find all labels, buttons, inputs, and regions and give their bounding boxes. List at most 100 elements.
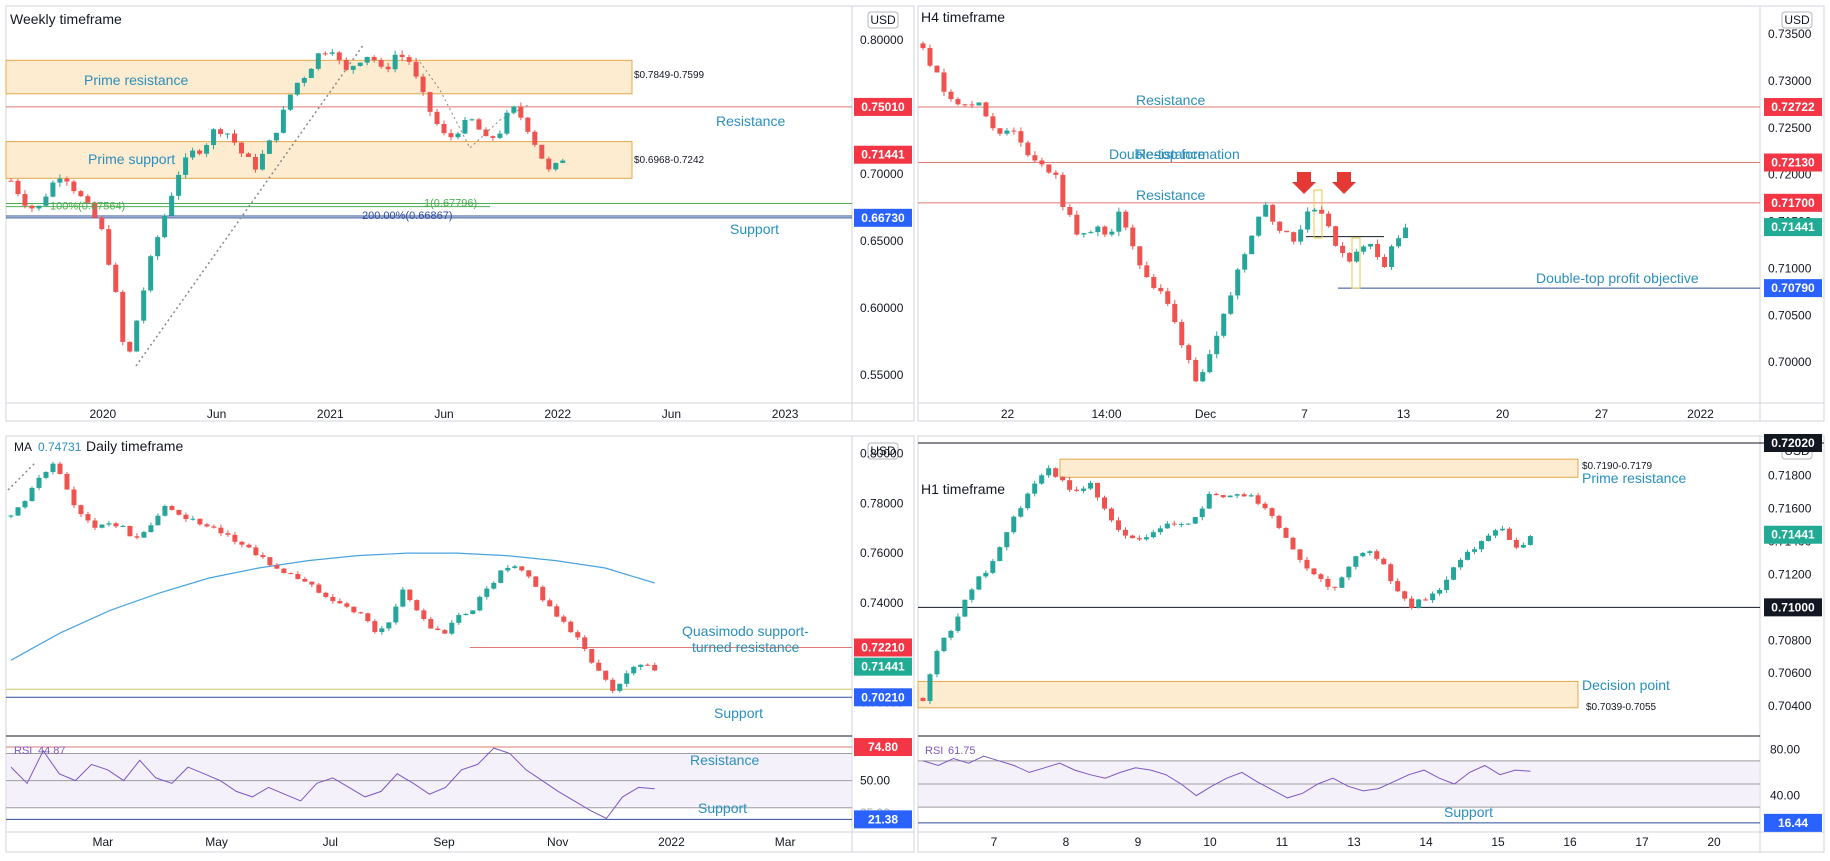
candle-body bbox=[652, 664, 658, 671]
candle-body bbox=[1186, 345, 1192, 360]
candle-body bbox=[617, 683, 623, 691]
candle-body bbox=[1018, 131, 1024, 143]
candle-body bbox=[218, 527, 224, 534]
candle-body bbox=[927, 674, 933, 701]
candle-body bbox=[1361, 246, 1367, 252]
candle-body bbox=[1081, 488, 1087, 491]
candle-body bbox=[323, 592, 329, 597]
candle-body bbox=[162, 215, 168, 238]
candle-body bbox=[364, 56, 370, 63]
candle-body bbox=[1235, 269, 1241, 296]
candle-body bbox=[50, 182, 56, 197]
pane-frame-0 bbox=[5, 5, 915, 422]
candle-body bbox=[1207, 354, 1213, 373]
candle-body bbox=[1395, 581, 1401, 592]
candle-body bbox=[1095, 226, 1101, 233]
candle-body bbox=[246, 544, 252, 548]
h4-tag-2: 0.71700 bbox=[1771, 196, 1815, 210]
h4-tag-0-bg bbox=[1764, 98, 1822, 116]
candle-body bbox=[252, 156, 258, 170]
y-tick-label: 0.70000 bbox=[1768, 355, 1812, 369]
candle-body bbox=[204, 524, 210, 527]
h1-support-tag-bg bbox=[1764, 598, 1822, 617]
weekly-prime-resistance-range: $0.7849-0.7599 bbox=[634, 70, 705, 81]
candle-body bbox=[1137, 246, 1143, 266]
x-tick-label: Mar bbox=[93, 835, 114, 849]
y-tick-label: 0.74000 bbox=[860, 596, 904, 610]
candle-body bbox=[393, 606, 399, 623]
candle-body bbox=[1458, 559, 1464, 568]
candle-body bbox=[106, 229, 112, 265]
candle-body bbox=[273, 132, 279, 141]
candle-body bbox=[190, 150, 196, 158]
candle-body bbox=[8, 180, 14, 182]
candle-body bbox=[281, 568, 287, 574]
candle-body bbox=[357, 62, 363, 66]
candle-body bbox=[399, 54, 405, 58]
candle-body bbox=[78, 505, 84, 515]
h1-prime-resistance-zone bbox=[1059, 458, 1579, 478]
candle-body bbox=[997, 547, 1003, 562]
candle-body bbox=[603, 670, 609, 680]
x-tick-label: Dec bbox=[1195, 407, 1216, 421]
weekly-prime-support-zone bbox=[5, 141, 633, 179]
candle-body bbox=[1221, 313, 1227, 336]
candle-body bbox=[1318, 574, 1324, 579]
h1-rsi-support-label: Support bbox=[1444, 804, 1493, 820]
h4-measure-box bbox=[1351, 237, 1361, 289]
candle-body bbox=[127, 525, 133, 537]
candle-body bbox=[1018, 508, 1024, 517]
candle-body bbox=[15, 180, 21, 195]
currency-box-0 bbox=[867, 11, 899, 29]
candle-body bbox=[1179, 322, 1185, 346]
candle-body bbox=[1109, 231, 1115, 235]
candle-body bbox=[1368, 243, 1374, 247]
weekly-resistance-tag: 0.75010 bbox=[861, 100, 905, 114]
x-tick-label: 2020 bbox=[90, 407, 117, 421]
candle-body bbox=[1305, 211, 1311, 230]
candle-body bbox=[211, 129, 217, 146]
candle-body bbox=[371, 56, 377, 61]
candle-body bbox=[645, 664, 651, 666]
weekly-current-tag-bg bbox=[854, 145, 912, 164]
candle-body bbox=[540, 586, 546, 601]
candle-body bbox=[525, 117, 531, 132]
x-tick-label: 13 bbox=[1347, 835, 1361, 849]
h4-tag-3-bg bbox=[1764, 279, 1822, 298]
candle-body bbox=[43, 471, 49, 478]
candle-body bbox=[36, 205, 42, 209]
x-tick-label: 16 bbox=[1563, 835, 1577, 849]
y-tick-label: 0.73500 bbox=[1768, 27, 1812, 41]
candle-body bbox=[1004, 130, 1010, 134]
daily-rsi-top-tag: 74.80 bbox=[868, 740, 898, 754]
x-tick-label: 14:00 bbox=[1091, 407, 1121, 421]
candle-body bbox=[288, 573, 294, 575]
h4-arrow-marker-1 bbox=[1332, 172, 1356, 194]
candle-body bbox=[169, 195, 175, 216]
y-tick-label: 0.71800 bbox=[1768, 469, 1812, 483]
candle-body bbox=[78, 191, 84, 197]
candle-body bbox=[1339, 577, 1345, 588]
x-tick-label: Jul bbox=[323, 835, 338, 849]
candle-body bbox=[1165, 291, 1171, 304]
daily-rsi-resistance-label: Resistance bbox=[690, 752, 759, 768]
h1-decision-point-label: Decision point bbox=[1582, 677, 1670, 693]
candle-body bbox=[1213, 493, 1219, 496]
candle-body bbox=[1108, 508, 1114, 521]
y-tick-label: 0.80000 bbox=[860, 446, 904, 460]
candle-body bbox=[962, 104, 968, 106]
candle-body bbox=[344, 603, 350, 607]
candle-body bbox=[1248, 495, 1254, 497]
candle-body bbox=[463, 613, 469, 616]
candle-body bbox=[1346, 566, 1352, 578]
candle-body bbox=[1123, 211, 1129, 228]
candle-body bbox=[547, 600, 553, 607]
x-tick-label: Nov bbox=[547, 835, 568, 849]
candle-body bbox=[1004, 532, 1010, 548]
candle-body bbox=[155, 515, 161, 526]
candle-body bbox=[990, 561, 996, 573]
y-tick-label: 0.76000 bbox=[860, 546, 904, 560]
candle-body bbox=[148, 256, 154, 291]
candle-body bbox=[329, 52, 335, 54]
